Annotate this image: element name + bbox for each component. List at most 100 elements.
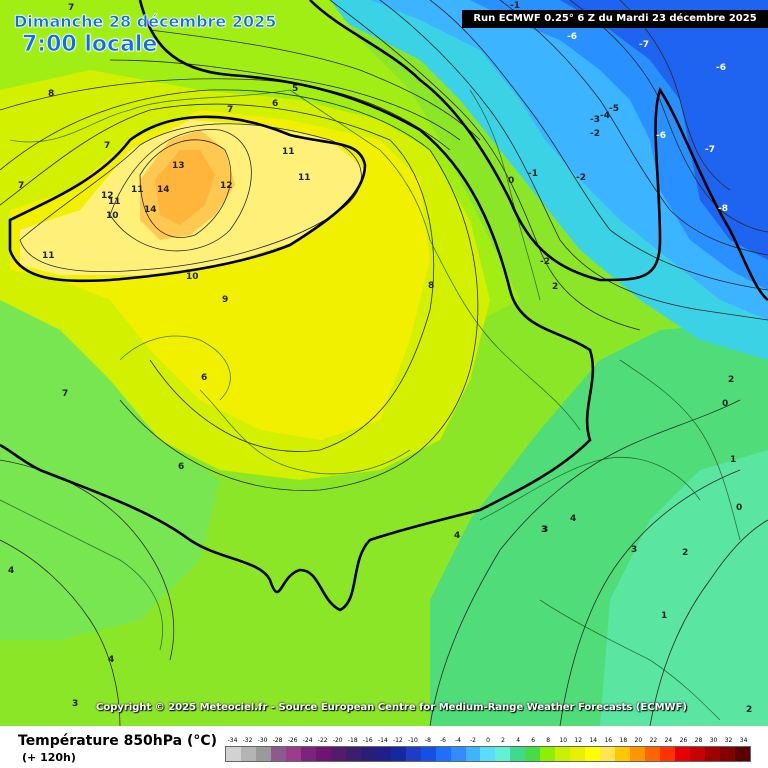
contour-label: 11 — [42, 251, 55, 261]
color-scale-swatch — [330, 747, 346, 761]
contour-label: -2 — [576, 173, 586, 183]
coast-line-2 — [289, 89, 431, 241]
contour-label: 0 — [736, 503, 742, 513]
contour-label: 1 — [661, 611, 667, 621]
contour-label: 0 — [508, 176, 514, 186]
color-scale-swatch — [300, 747, 316, 761]
legend-subtitle: (+ 120h) — [22, 751, 76, 764]
contour-label: -6 — [656, 131, 666, 141]
color-scale-swatch — [375, 747, 391, 761]
color-scale-tick: -22 — [317, 737, 328, 744]
color-scale-swatch — [630, 747, 646, 761]
coast-line-9 — [619, 359, 741, 541]
color-scale-swatch — [570, 747, 586, 761]
color-scale-tick: 34 — [739, 737, 748, 744]
contour-label: -6 — [716, 63, 726, 73]
isotherm-5w — [0, 539, 121, 726]
color-scale-tick: 16 — [604, 737, 613, 744]
contour-label: 4 — [8, 566, 14, 576]
color-scale-tick: 2 — [501, 737, 505, 744]
contour-label: 0 — [722, 399, 728, 409]
color-scale-swatch — [240, 747, 256, 761]
contour-label: 8 — [428, 281, 434, 291]
contour-label: -3 — [590, 115, 600, 125]
color-scale-swatch — [285, 747, 301, 761]
contour-label: -8 — [718, 204, 728, 214]
isotherm-6 — [109, 59, 461, 141]
isotherm-3 — [559, 469, 741, 726]
contour-label: 2 — [552, 282, 558, 292]
contour-label-layer: 8 7 7 7 7 6 5 11 13 12 14 14 12 11 11 10… — [8, 1, 752, 715]
isotherm-7 — [0, 78, 451, 151]
color-scale-swatch — [495, 747, 511, 761]
contour-label: 12 — [101, 191, 114, 201]
contour-label: 11 — [108, 197, 121, 207]
color-scale-swatch — [270, 747, 286, 761]
color-scale-tick: 26 — [679, 737, 688, 744]
color-scale-tick: 12 — [574, 737, 583, 744]
forecast-date: Dimanche 28 décembre 2025 — [14, 12, 277, 32]
color-scale-tick: -10 — [407, 737, 418, 744]
contour-label: 7 — [104, 141, 110, 151]
contour-label: -6 — [567, 32, 577, 42]
color-scale-tick: 14 — [589, 737, 598, 744]
coast-line-3 — [429, 239, 581, 431]
coast-line-10 — [469, 89, 541, 301]
contour-label: 14 — [157, 185, 170, 195]
color-scale-tick: 30 — [709, 737, 718, 744]
coast-line-4 — [199, 389, 411, 475]
color-scale-tick: -24 — [302, 737, 313, 744]
contour-label: 6 — [272, 99, 278, 109]
isotherm-m2 — [429, 0, 768, 291]
color-scale-swatch — [405, 747, 421, 761]
color-scale-swatch — [585, 747, 601, 761]
contour-label: 4 — [454, 531, 460, 541]
color-scale-swatch — [734, 747, 750, 761]
thick-isotherms — [0, 0, 768, 612]
color-scale-tick: 22 — [649, 737, 658, 744]
color-scale-swatch — [705, 747, 720, 761]
contour-label: -5 — [609, 104, 619, 114]
color-scale-tick: 32 — [724, 737, 733, 744]
color-scale-tick: -2 — [470, 737, 476, 744]
color-scale-tick: -8 — [424, 737, 431, 744]
isotherm-5 — [149, 29, 481, 141]
field-cold-darkblue — [560, 0, 768, 260]
color-scale-swatch — [315, 747, 331, 761]
color-scale-ticks: -34 -32 -30 -28 -26 -24 -22 -20 -18 -16 -14 -12 -10-… — [225, 736, 751, 746]
color-scale-swatch — [510, 747, 526, 761]
color-scale-swatch — [480, 747, 496, 761]
color-scale-swatch — [540, 747, 556, 761]
contour-label: -2 — [540, 257, 550, 267]
coast-line-6 — [0, 499, 163, 651]
model-run-banner: Run ECMWF 0.25° 6 Z du Mardi 23 décembre… — [462, 10, 768, 28]
field-warm-core2 — [155, 150, 215, 225]
contour-label: 3 — [631, 545, 637, 555]
isotherm-5-thick — [0, 0, 595, 612]
color-scale-swatch — [345, 747, 361, 761]
color-scale-tick: -34 — [227, 737, 238, 744]
contour-label: 2 — [746, 705, 752, 715]
legend: Température 850hPa (°C) (+ 120h) -34 -32-… — [0, 726, 768, 768]
color-scale-swatch — [465, 747, 481, 761]
color-scale-tick: -4 — [454, 737, 461, 744]
color-scale-swatch — [226, 747, 241, 761]
color-scale-swatch — [645, 747, 661, 761]
legend-title: Température 850hPa (°C) — [18, 733, 218, 749]
isotherm-11 — [19, 123, 362, 273]
color-scale-tick: -16 — [362, 737, 373, 744]
contour-label: 10 — [186, 272, 199, 282]
contour-label: 3 — [72, 699, 78, 709]
contour-label: -1 — [528, 169, 538, 179]
contour-label: -7 — [705, 145, 715, 155]
color-scale-swatch — [525, 747, 541, 761]
contour-label: 7 — [68, 3, 74, 13]
color-scale-tick: -12 — [392, 737, 403, 744]
color-scale-tick: -14 — [377, 737, 388, 744]
contour-label: 12 — [220, 181, 233, 191]
coast-line-7 — [479, 457, 701, 521]
color-scale-tick: 8 — [546, 737, 551, 744]
contour-label: 7 — [227, 105, 233, 115]
isotherm-1 — [329, 0, 641, 331]
color-scale-swatch — [420, 747, 436, 761]
